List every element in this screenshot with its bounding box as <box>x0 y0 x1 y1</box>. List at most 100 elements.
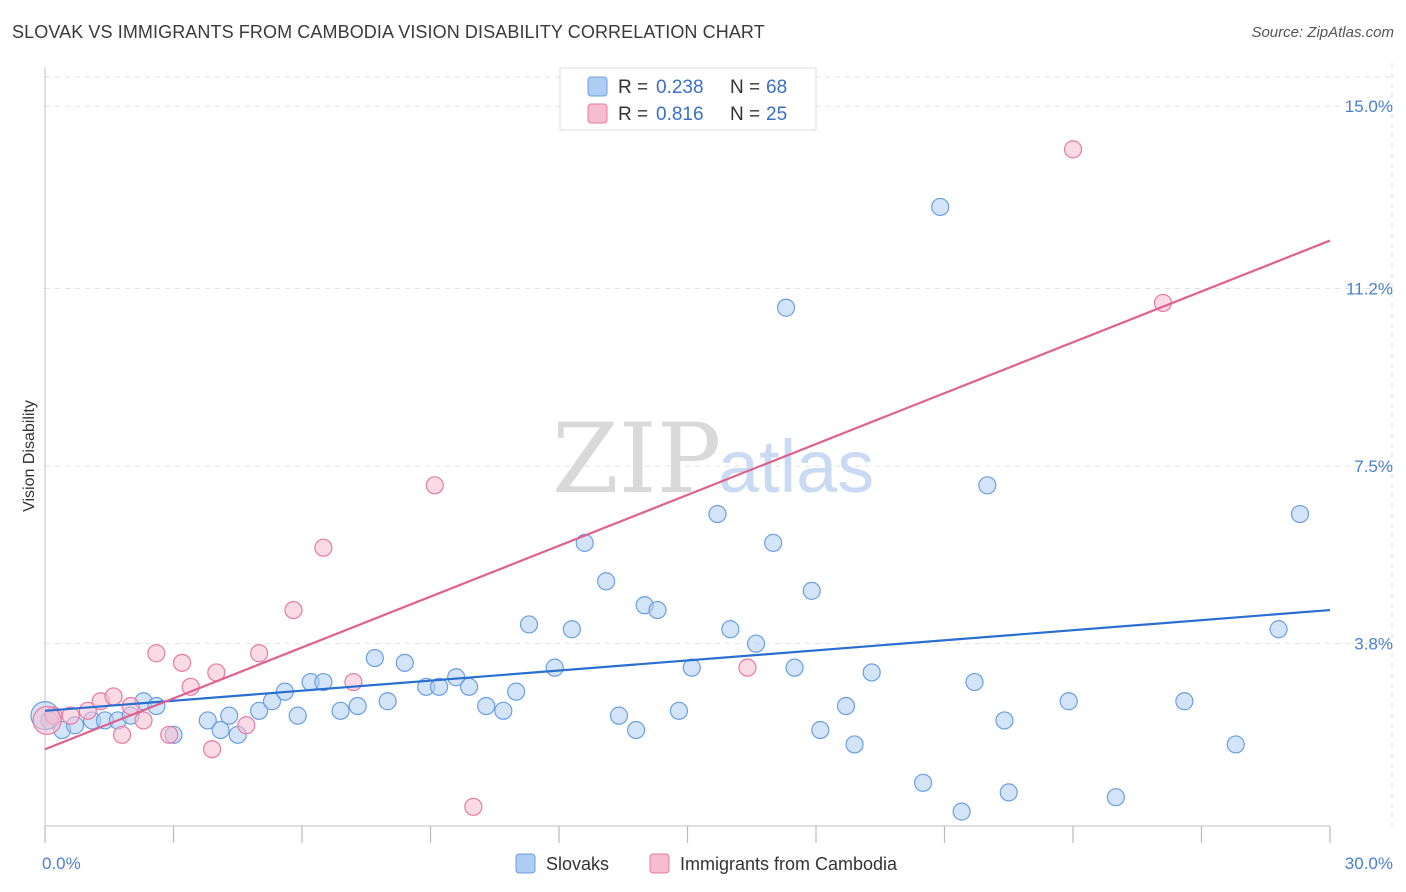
slovaks-point-14 <box>250 701 269 720</box>
slovaks-point-24 <box>395 653 414 672</box>
slovaks-point-52 <box>845 735 864 754</box>
slovaks-point-41 <box>669 701 689 720</box>
series-swatch-cambodia <box>649 853 670 874</box>
series-label-slovaks: Slovaks <box>546 854 609 874</box>
slovaks-point-40 <box>648 600 667 620</box>
legend-n-label-2: N = <box>730 104 760 125</box>
slovaks-point-28 <box>459 677 479 696</box>
cambodia-point-11 <box>181 677 200 696</box>
axes <box>44 67 1331 843</box>
cambodia-point-19 <box>425 476 444 495</box>
x-tick-labels: 0.0% 30.0% <box>42 854 1393 873</box>
slovaks-trend-line <box>44 608 1331 712</box>
slovaks-point-12 <box>220 706 239 725</box>
slovaks-point-49 <box>802 581 821 600</box>
slovaks-point-57 <box>965 672 984 692</box>
slovaks-point-10 <box>198 711 217 730</box>
cambodia-point-8 <box>147 644 166 663</box>
slovaks-point-59 <box>995 711 1014 730</box>
slovaks-point-33 <box>545 658 564 677</box>
cambodia-point-16 <box>284 600 303 620</box>
slovaks-point-37 <box>609 706 629 725</box>
slovaks-point-22 <box>365 648 384 668</box>
y-axis-title: Vision Disability <box>21 400 38 512</box>
y-tick-labels: 3.8% 7.5% 11.2% 15.0% <box>1345 97 1393 653</box>
slovaks-point-32 <box>519 615 539 634</box>
slovaks-point-53 <box>862 663 881 682</box>
cambodia-point-4 <box>104 687 123 706</box>
cambodia-point-17 <box>314 538 333 557</box>
correlation-legend: R = 0.238 N = 68 R = 0.816 N = 25 <box>559 67 817 131</box>
legend-swatch-slovaks <box>587 76 608 97</box>
slovaks-point-65 <box>1269 620 1288 639</box>
slovaks-point-19 <box>314 672 333 692</box>
series-swatch-slovaks <box>515 853 536 874</box>
cambodia-point-15 <box>250 644 269 663</box>
cambodia-point-5 <box>112 725 132 744</box>
slovaks-point-58 <box>978 476 997 495</box>
slovaks-point-21 <box>348 696 367 716</box>
slovaks-point-47 <box>776 298 796 317</box>
watermark-zip: ZIP <box>552 403 721 515</box>
cambodia-point-21 <box>738 658 757 677</box>
legend-r-label-1: R = <box>618 77 648 98</box>
slovaks-point-54 <box>913 773 933 792</box>
slovaks-point-61 <box>1059 692 1078 711</box>
legend-swatch-cambodia <box>587 103 608 124</box>
slovaks-point-35 <box>575 533 594 552</box>
watermark: ZIP atlas <box>552 403 874 515</box>
series-label-cambodia: Immigrants from Cambodia <box>680 854 898 874</box>
slovaks-point-30 <box>494 701 513 720</box>
trend-lines <box>44 239 1331 751</box>
slovaks-point-43 <box>708 504 727 524</box>
slovaks-point-50 <box>811 720 830 740</box>
y-tick-label-2: 11.2% <box>1346 280 1393 299</box>
x-tick-label-1: 30.0% <box>1345 854 1393 873</box>
cambodia-point-14 <box>237 716 256 735</box>
slovaks-point-26 <box>429 677 449 696</box>
cambodia-point-10 <box>172 653 192 672</box>
legend-n-value-2: 25 <box>766 104 787 125</box>
cambodia-trend-line <box>44 239 1331 751</box>
slovaks-point-34 <box>562 620 581 639</box>
slovaks-point-29 <box>477 696 496 716</box>
slovaks-point-66 <box>1290 504 1310 524</box>
slovaks-point-36 <box>597 572 616 591</box>
legend-r-value-1: 0.238 <box>656 77 704 98</box>
data-points <box>30 140 1310 821</box>
slovaks-point-44 <box>721 620 740 639</box>
y-tick-label-3: 15.0% <box>1345 97 1393 116</box>
slovaks-point-48 <box>785 658 804 677</box>
legend-n-value-1: 68 <box>766 77 787 98</box>
legend-r-label-2: R = <box>618 104 648 125</box>
x-tick-label-0: 0.0% <box>42 854 81 873</box>
chart-title: SLOVAK VS IMMIGRANTS FROM CAMBODIA VISIO… <box>12 22 765 42</box>
slovaks-point-42 <box>682 658 701 677</box>
legend-r-value-2: 0.816 <box>656 104 704 125</box>
cambodia-point-24 <box>32 705 62 736</box>
y-tick-label-0: 3.8% <box>1354 635 1393 654</box>
slovaks-point-56 <box>952 802 971 821</box>
watermark-atlas: atlas <box>718 425 874 508</box>
slovaks-point-64 <box>1226 735 1245 754</box>
legend-n-label-1: N = <box>730 77 760 98</box>
slovaks-point-31 <box>507 682 526 701</box>
slovaks-point-62 <box>1106 788 1125 807</box>
cambodia-point-20 <box>464 797 483 816</box>
slovaks-point-51 <box>836 696 856 716</box>
slovaks-point-55 <box>931 197 950 217</box>
series-legend: Slovaks Immigrants from Cambodia <box>515 853 898 874</box>
slovaks-point-11 <box>211 720 230 740</box>
cambodia-point-12 <box>202 740 222 759</box>
chart-source: Source: ZipAtlas.com <box>1251 24 1394 41</box>
cambodia-point-7 <box>134 711 153 730</box>
cambodia-point-22 <box>1063 140 1083 159</box>
y-tick-label-1: 7.5% <box>1354 457 1393 476</box>
slovaks-point-45 <box>746 634 766 653</box>
slovaks-point-20 <box>331 701 350 720</box>
gridlines <box>45 63 1393 826</box>
slovaks-point-17 <box>288 706 307 725</box>
cambodia-point-1 <box>61 706 80 725</box>
slovaks-point-46 <box>764 533 783 552</box>
